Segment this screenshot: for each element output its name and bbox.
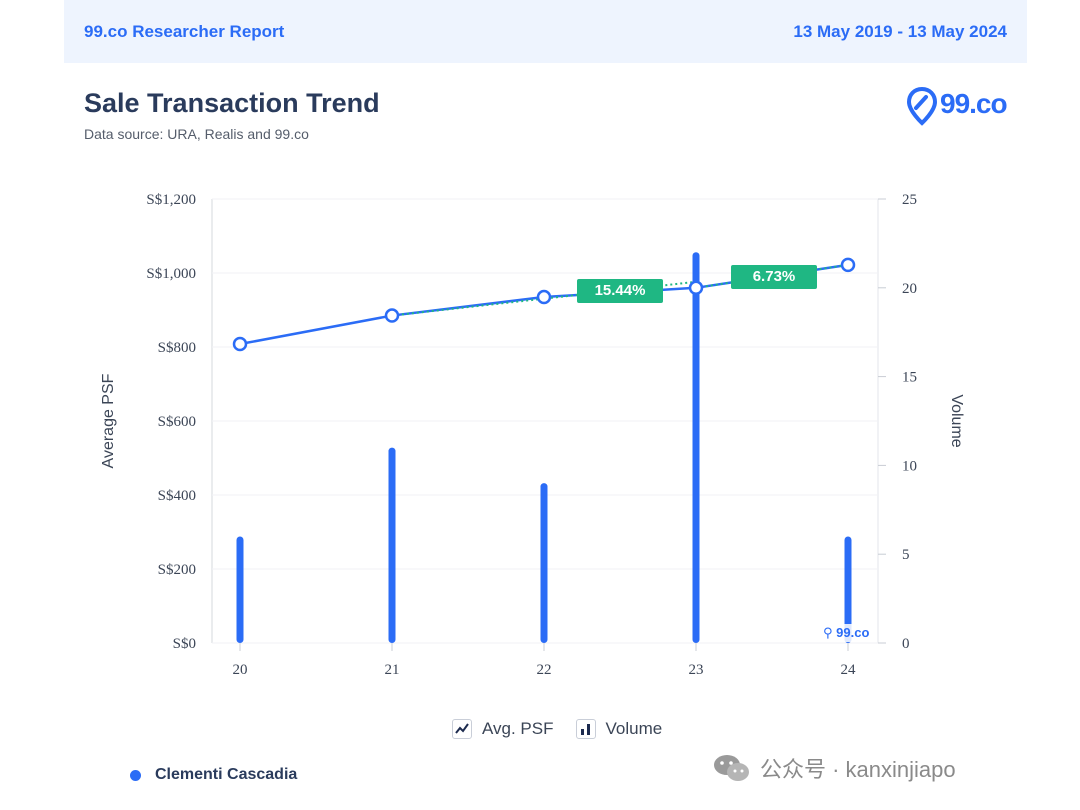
psf-point [688, 280, 704, 296]
right-tick-label: 15 [902, 370, 917, 386]
location-pin-icon [906, 86, 938, 126]
project-legend: Clementi Cascadia [130, 766, 297, 784]
left-tick-label: S$1,000 [146, 266, 196, 282]
x-tick-label: 20 [233, 662, 248, 678]
right-tick-label: 0 [902, 636, 910, 652]
left-axis-ticks: S$0 S$200 S$400 S$600 S$800 S$1,000 S$1,200 [146, 192, 196, 652]
wechat-icon [714, 755, 749, 781]
right-tick-label: 10 [902, 458, 917, 474]
x-tick-label: 22 [537, 662, 552, 678]
chart-watermark-logo: ⚲ 99.co [820, 624, 873, 642]
legend-item-psf[interactable]: Avg. PSF [452, 719, 554, 739]
psf-point [384, 308, 400, 323]
right-tick-label: 25 [902, 192, 917, 208]
psf-points [232, 257, 856, 352]
x-tick-label: 24 [841, 662, 857, 678]
right-tick-label: 5 [902, 547, 910, 563]
volume-bars [236, 252, 852, 643]
volume-bar [844, 536, 852, 643]
x-tick-label: 23 [689, 662, 704, 678]
y-axis-left-label: Average PSF [100, 373, 117, 468]
volume-bar [236, 536, 244, 643]
legend-label-psf: Avg. PSF [482, 719, 554, 738]
left-tick-label: S$600 [158, 414, 196, 430]
logo-text: 99.co [940, 88, 1008, 119]
y-axis-right-label: Volume [948, 394, 965, 447]
legend-item-volume[interactable]: Volume [575, 719, 663, 739]
psf-point [232, 336, 248, 352]
report-name: 99.co Researcher Report [84, 22, 285, 41]
volume-bar [540, 483, 548, 643]
left-tick-label: S$400 [158, 488, 196, 504]
wechat-watermark: 公众号 · kanxinjiapo [712, 752, 956, 784]
mini-logo-text: 99.co [836, 625, 870, 640]
right-tick-label: 20 [902, 281, 917, 297]
grid-lines [211, 198, 879, 644]
change-badge: 6.73% [731, 265, 817, 289]
psf-point [840, 257, 856, 273]
volume-bar [692, 252, 700, 643]
chart-title: Sale Transaction Trend [84, 88, 380, 118]
psf-point [536, 289, 552, 305]
trend-segment [391, 280, 697, 317]
watermark-text: 公众号 · kanxinjiapo [760, 757, 956, 782]
left-tick-label: S$200 [158, 562, 196, 578]
project-dot [130, 769, 141, 781]
brand-logo: 99.co [906, 86, 1016, 126]
x-tick-label: 21 [385, 662, 400, 678]
left-tick-label: S$1,200 [146, 192, 196, 208]
left-tick-label: S$800 [158, 340, 196, 356]
change-badge: 15.44% [577, 279, 663, 303]
legend-label-volume: Volume [605, 719, 663, 738]
chart-subtitle: Data source: URA, Realis and 99.co [84, 126, 309, 142]
volume-bar [388, 447, 396, 643]
x-axis-ticks: 20 21 22 23 24 [233, 643, 857, 678]
mini-pin-icon: ⚲ [823, 625, 833, 640]
left-tick-label: S$0 [173, 636, 196, 652]
date-range: 13 May 2019 - 13 May 2024 [793, 22, 1007, 41]
chart-legend: Avg. PSF Volume [452, 716, 684, 742]
project-name: Clementi Cascadia [155, 766, 298, 783]
bar-chart-icon [575, 719, 596, 739]
line-chart-icon [452, 719, 472, 739]
right-axis-ticks: 0 5 10 15 20 25 [878, 192, 917, 652]
report-header: 99.co Researcher Report 13 May 2019 - 13… [64, 0, 1027, 63]
